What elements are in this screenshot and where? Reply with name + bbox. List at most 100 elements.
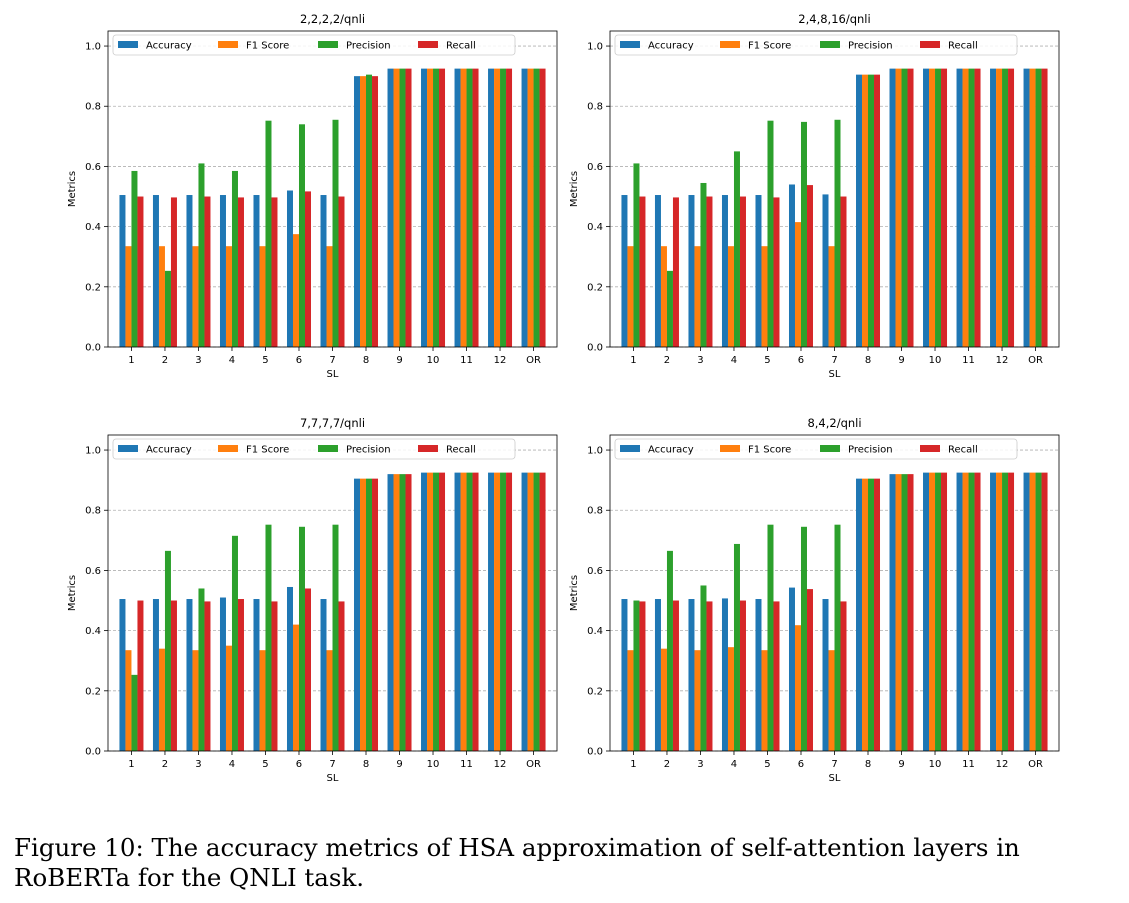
- x-tick-label: 1: [128, 759, 134, 770]
- bar-precision: [834, 524, 841, 751]
- bar-precision: [164, 270, 171, 347]
- bar-f1-score: [761, 246, 768, 347]
- bar-f1-score: [326, 246, 333, 347]
- bar-accuracy: [186, 195, 193, 347]
- bar-accuracy: [421, 68, 428, 347]
- x-tick-label: 10: [929, 759, 942, 770]
- x-tick-label: OR: [526, 759, 541, 770]
- bar-f1-score: [627, 650, 634, 751]
- bar-precision: [700, 182, 707, 347]
- bar-recall: [806, 589, 813, 751]
- y-tick-label: 1.0: [587, 446, 603, 457]
- bar-recall: [170, 197, 177, 347]
- bar-precision: [131, 674, 138, 751]
- y-tick-label: 0.0: [85, 747, 101, 758]
- legend: Accuracy F1 Score Precision Recall: [112, 34, 516, 56]
- bar-accuracy: [956, 472, 963, 751]
- bar-precision: [265, 120, 272, 347]
- bar-accuracy: [186, 599, 193, 751]
- bar-accuracy: [1023, 472, 1030, 751]
- bar-recall: [840, 196, 847, 347]
- bar-f1-score: [427, 68, 434, 347]
- bar-precision: [298, 526, 305, 751]
- x-tick-label: 7: [329, 759, 335, 770]
- legend-label: Recall: [446, 41, 476, 52]
- bar-recall: [539, 68, 546, 347]
- bar-accuracy: [1023, 68, 1030, 347]
- bar-recall: [439, 68, 446, 347]
- bar-precision: [968, 472, 975, 751]
- legend-swatch-precision: [318, 445, 338, 452]
- bar-recall: [439, 472, 446, 751]
- bar-precision: [1002, 68, 1009, 347]
- x-tick-label: 5: [262, 759, 268, 770]
- bar-recall: [539, 472, 546, 751]
- bar-precision: [935, 472, 942, 751]
- bar-accuracy: [889, 68, 896, 347]
- bar-recall: [706, 601, 713, 751]
- bar-accuracy: [956, 68, 963, 347]
- bar-accuracy: [387, 474, 394, 751]
- x-tick-label: 6: [296, 355, 302, 366]
- bar-recall: [405, 474, 412, 751]
- x-tick-label: 10: [427, 759, 440, 770]
- bar-recall: [639, 196, 646, 347]
- bar-accuracy: [755, 195, 762, 347]
- bar-f1-score: [225, 645, 232, 751]
- chart-title: 2,2,2,2/qnli: [300, 12, 365, 26]
- bar-f1-score: [326, 650, 333, 751]
- chart-panel-3: 0.00.20.40.60.81.01 2 3 4 5 6 7 8 9 10 11 12 OR7,7,7…: [67, 416, 558, 784]
- x-axis-label: SL: [829, 369, 841, 380]
- bar-recall: [941, 472, 948, 751]
- bar-recall: [974, 472, 981, 751]
- bar-f1-score: [192, 650, 199, 751]
- bar-f1-score: [292, 234, 299, 347]
- bar-recall: [874, 74, 881, 347]
- bar-f1-score: [895, 474, 902, 751]
- x-tick-label: OR: [1028, 355, 1043, 366]
- legend-label: Recall: [948, 445, 978, 456]
- bar-f1-score: [460, 68, 467, 347]
- bar-precision: [700, 585, 707, 751]
- y-axis-label: Metrics: [67, 171, 78, 207]
- bar-accuracy: [990, 472, 997, 751]
- bar-recall: [271, 601, 278, 751]
- x-tick-label: 3: [195, 355, 201, 366]
- bar-precision: [800, 121, 807, 347]
- bar-accuracy: [788, 587, 795, 751]
- bar-precision: [500, 68, 507, 347]
- y-tick-label: 0.0: [587, 343, 603, 354]
- bar-recall: [137, 196, 144, 347]
- legend-swatch-precision: [318, 41, 338, 48]
- bar-accuracy: [990, 68, 997, 347]
- legend-label: F1 Score: [748, 445, 791, 456]
- bar-f1-score: [494, 472, 501, 751]
- legend-swatch-accuracy: [620, 41, 640, 48]
- bar-precision: [834, 119, 841, 348]
- chart-title: 7,7,7,7/qnli: [300, 416, 365, 430]
- x-tick-label: 10: [427, 355, 440, 366]
- bar-f1-score: [393, 68, 400, 347]
- bar-accuracy: [454, 68, 461, 347]
- chart-panel-1: 0.00.20.40.60.81.01 2 3 4 5 6 7 8 9 10 11 12 OR2,2,2…: [67, 12, 558, 380]
- bar-recall: [237, 197, 244, 347]
- bar-f1-score: [1029, 68, 1036, 347]
- x-tick-label: 4: [731, 759, 737, 770]
- bar-precision: [868, 478, 875, 751]
- bar-f1-score: [494, 68, 501, 347]
- x-tick-label: 1: [630, 759, 636, 770]
- y-tick-label: 0.4: [85, 222, 101, 233]
- bar-precision: [800, 526, 807, 751]
- legend-label: Accuracy: [648, 41, 694, 52]
- bar-accuracy: [688, 599, 695, 751]
- legend-label: Accuracy: [146, 445, 192, 456]
- x-tick-label: 8: [363, 355, 369, 366]
- legend-swatch-recall: [418, 445, 438, 452]
- bar-precision: [500, 472, 507, 751]
- bar-recall: [739, 600, 746, 751]
- bar-accuracy: [923, 68, 930, 347]
- y-tick-label: 0.4: [587, 222, 603, 233]
- x-tick-label: 9: [898, 355, 904, 366]
- bar-precision: [399, 474, 406, 751]
- bar-f1-score: [158, 648, 165, 751]
